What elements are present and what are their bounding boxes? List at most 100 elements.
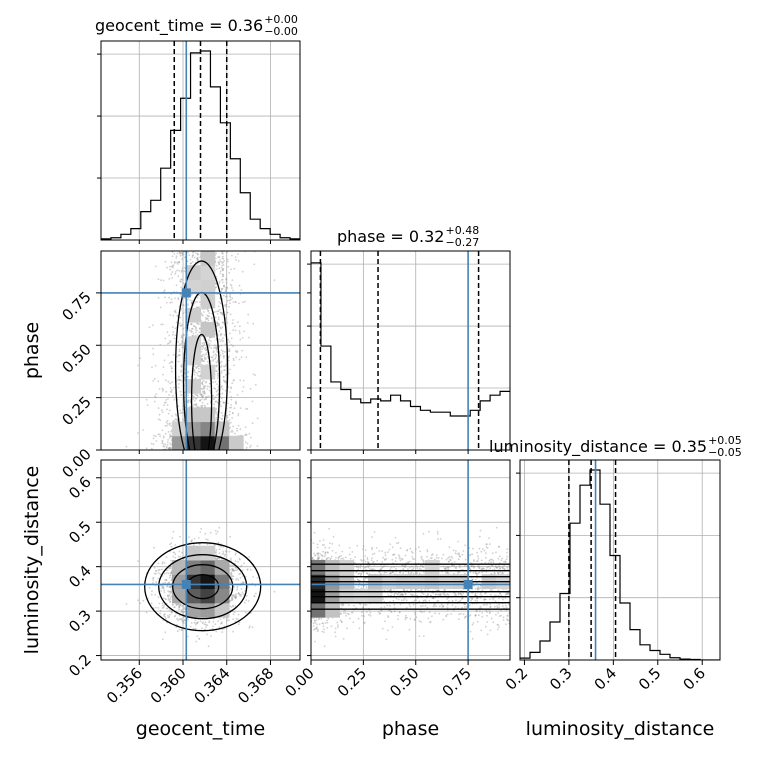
sample-point bbox=[220, 333, 223, 335]
sample-point bbox=[187, 327, 190, 330]
sample-point bbox=[219, 311, 222, 314]
sample-point bbox=[205, 538, 208, 541]
sample-point bbox=[166, 266, 168, 269]
sample-point bbox=[219, 311, 222, 314]
sample-point bbox=[177, 378, 180, 381]
sample-point bbox=[191, 334, 194, 337]
sample-point bbox=[159, 435, 162, 438]
sample-point bbox=[142, 599, 145, 602]
sample-point bbox=[181, 629, 183, 632]
sample-point bbox=[198, 331, 201, 334]
sample-point bbox=[218, 301, 221, 303]
sample-point bbox=[179, 322, 181, 325]
sample-point bbox=[150, 447, 153, 450]
sample-point bbox=[210, 635, 212, 637]
sample-point bbox=[174, 297, 176, 300]
sample-point bbox=[181, 269, 183, 272]
sample-point bbox=[249, 387, 252, 390]
sample-point bbox=[247, 336, 250, 339]
sample-point bbox=[157, 278, 160, 281]
sample-point bbox=[181, 337, 184, 340]
sample-point bbox=[189, 399, 192, 401]
sample-point bbox=[222, 261, 224, 264]
sample-point bbox=[165, 399, 167, 401]
sample-point bbox=[227, 359, 230, 362]
sample-point bbox=[168, 394, 171, 396]
sample-point bbox=[223, 285, 226, 288]
sample-point bbox=[168, 598, 171, 601]
sample-point bbox=[165, 578, 168, 581]
sample-point bbox=[169, 600, 172, 603]
sample-point bbox=[252, 373, 255, 376]
sample-point bbox=[182, 282, 185, 285]
sample-point bbox=[236, 394, 239, 396]
sample-point bbox=[225, 550, 228, 553]
sample-point bbox=[137, 432, 139, 434]
sample-point bbox=[164, 631, 167, 634]
density-cell bbox=[186, 265, 201, 280]
sample-point bbox=[175, 612, 178, 615]
sample-point bbox=[190, 540, 193, 543]
sample-point bbox=[173, 310, 176, 313]
sample-point bbox=[223, 365, 225, 368]
sample-point bbox=[241, 581, 244, 583]
sample-point bbox=[228, 350, 231, 352]
sample-point bbox=[153, 434, 155, 437]
sample-point bbox=[169, 448, 171, 450]
sample-point bbox=[221, 264, 224, 267]
sample-point bbox=[222, 269, 224, 272]
sample-point bbox=[206, 341, 209, 344]
sample-point bbox=[189, 406, 191, 408]
sample-point bbox=[239, 577, 242, 579]
sample-point bbox=[182, 408, 185, 411]
sample-point bbox=[230, 574, 233, 576]
sample-point bbox=[218, 322, 220, 325]
sample-point bbox=[165, 617, 167, 620]
contour-line bbox=[174, 260, 229, 450]
sample-point bbox=[151, 590, 153, 593]
sample-point bbox=[193, 365, 196, 368]
sample-point bbox=[182, 334, 185, 337]
sample-point bbox=[203, 398, 206, 401]
sample-point bbox=[217, 541, 220, 544]
sample-point bbox=[215, 390, 218, 393]
sample-point bbox=[197, 259, 200, 261]
sample-point bbox=[193, 538, 196, 540]
sample-point bbox=[199, 399, 201, 402]
sample-point bbox=[220, 349, 223, 351]
sample-point bbox=[167, 447, 170, 450]
sample-point bbox=[218, 324, 221, 327]
sample-point bbox=[236, 429, 239, 432]
sample-point bbox=[229, 293, 232, 296]
sample-point bbox=[236, 577, 238, 580]
sample-point bbox=[169, 382, 172, 385]
sample-point bbox=[196, 329, 198, 332]
sample-point bbox=[223, 304, 226, 307]
sample-point bbox=[234, 432, 236, 435]
sample-point bbox=[182, 345, 185, 347]
sample-point bbox=[218, 552, 221, 554]
sample-point bbox=[181, 341, 184, 344]
sample-point bbox=[214, 353, 217, 356]
sample-point bbox=[166, 569, 169, 572]
sample-point bbox=[253, 595, 256, 598]
sample-point bbox=[206, 317, 208, 320]
sample-point bbox=[191, 254, 194, 257]
sample-point bbox=[205, 357, 207, 360]
sample-point bbox=[234, 560, 237, 562]
sample-point bbox=[161, 442, 164, 445]
sample-point bbox=[194, 393, 197, 395]
sample-point bbox=[199, 393, 202, 396]
sample-point bbox=[216, 350, 219, 353]
sample-point bbox=[224, 288, 227, 291]
sample-point bbox=[216, 383, 219, 386]
sample-point bbox=[228, 295, 231, 298]
sample-point bbox=[170, 545, 173, 548]
sample-point bbox=[182, 558, 185, 561]
sample-point bbox=[178, 379, 181, 381]
sample-point bbox=[195, 403, 198, 405]
sample-point bbox=[192, 627, 195, 630]
sample-point bbox=[229, 589, 232, 591]
sample-point bbox=[178, 251, 181, 254]
sample-point bbox=[163, 572, 166, 575]
